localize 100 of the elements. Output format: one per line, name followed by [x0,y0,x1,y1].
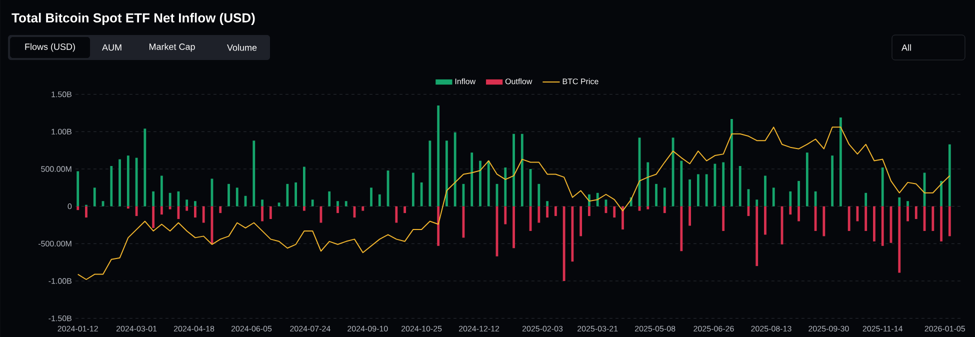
bar [554,206,557,216]
bar [378,194,381,206]
y-tick-label: 1.00B [52,128,72,134]
bar [546,206,548,218]
bar [404,206,406,214]
bar [344,201,348,206]
x-tick-label: 2025-03-21 [578,326,618,332]
bar [688,179,691,206]
y-tick-label: -500.00M [38,240,72,246]
bar [118,159,121,206]
bar [680,160,683,206]
bar [940,206,942,242]
x-tick-label: 2025-06-26 [694,326,734,332]
bar [898,197,901,206]
bar [798,206,800,222]
text: Market Cap [149,43,195,52]
bar [437,206,440,246]
x-tick-label: 2025-11-14 [862,326,903,332]
bar [286,184,289,206]
bar [680,206,683,252]
bar [93,188,96,206]
bar [144,128,146,206]
bar [126,156,130,206]
bar [571,206,574,262]
y-tick-label: 500.00M [41,166,72,172]
bar [864,192,868,206]
y-tick-label: 0 [68,203,72,210]
bar [538,184,540,206]
x-tick-label: 2024-10-25 [402,326,442,332]
bar [311,200,314,206]
bar [504,206,507,224]
y-tick-label: -1.00B [48,278,72,284]
bar [186,200,188,206]
bar [948,206,951,236]
x-tick-label: 2024-01-12 [58,326,98,332]
bar [395,206,398,223]
y-tick-label: -1.50B [48,315,72,322]
bar [906,206,909,222]
bar [160,206,163,215]
bar [596,192,599,206]
x-tick-label: 2024-07-24 [290,326,330,332]
x-tick-label: 2025-02-03 [522,326,563,332]
x-tick-label: 2025-08-13 [751,326,792,332]
bar [722,206,725,231]
bar [160,176,163,206]
bar [839,117,842,206]
bar [487,160,490,206]
bar [831,156,834,206]
bar [663,206,666,214]
bar [370,188,372,206]
x-tick-label: 2025-09-30 [808,326,849,332]
bar [881,206,884,246]
bar [789,191,792,206]
bar [714,164,716,206]
bar [202,206,205,223]
bar [898,206,901,273]
x-tick-label: 2024-12-12 [458,326,500,332]
bar [932,206,934,231]
bar [789,206,792,215]
bar [730,118,733,206]
bar [110,166,113,206]
bar [580,206,582,236]
bar [512,206,515,248]
bar [806,152,808,206]
x-tick-label: 2026-01-05 [924,326,965,332]
text: Volume [227,44,257,51]
bar [756,200,758,206]
bar [948,144,951,206]
bar [520,134,524,206]
bar [588,206,590,216]
bar [822,206,826,236]
legend-label: Outflow [505,78,532,84]
bar [512,134,515,206]
bar [236,188,238,206]
bar [152,206,155,228]
bar [76,171,80,206]
bar [428,140,432,206]
bar [696,174,700,206]
bar [705,174,708,206]
bar [152,191,155,206]
bar [688,206,691,226]
bar [261,200,264,206]
bar [646,162,650,206]
bar [772,188,775,206]
bar [764,206,766,235]
bar [454,132,456,206]
bar [186,206,188,211]
x-tick-label: 2024-03-01 [116,326,157,332]
y-tick-label: 1.50B [52,92,72,98]
bar [848,206,850,231]
legend-label: Inflow [455,78,476,84]
bar [546,201,548,206]
text: Flows (USD) [25,43,75,52]
bar [294,182,298,206]
legend-label: BTC Price [562,78,598,84]
bar [470,152,474,206]
text: All [902,44,911,51]
bar [940,180,942,206]
bar [764,176,766,206]
bar [613,206,616,218]
